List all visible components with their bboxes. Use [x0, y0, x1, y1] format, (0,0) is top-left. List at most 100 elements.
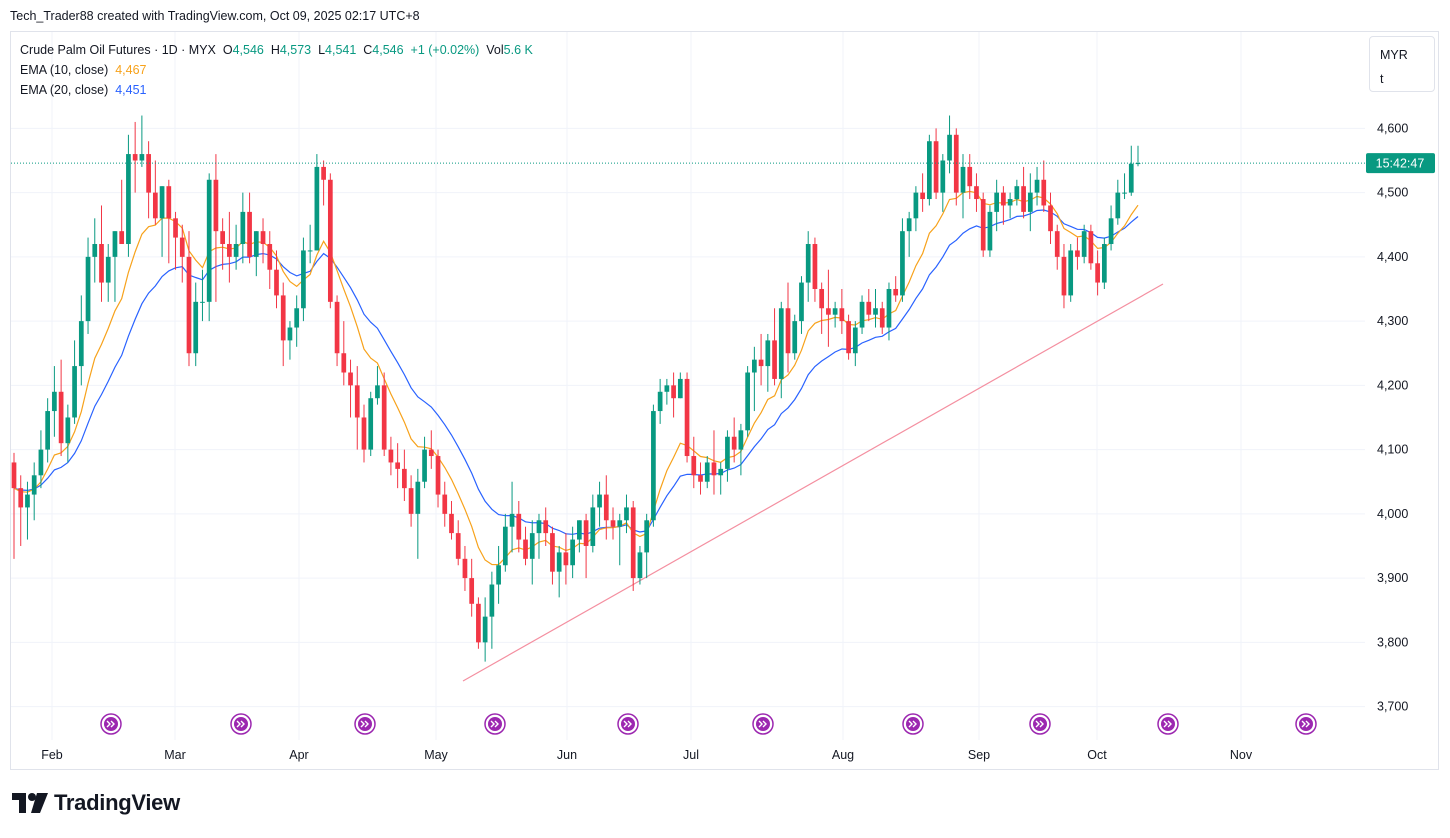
candle-body	[348, 372, 353, 386]
y-tick-label: 4,500	[1377, 186, 1408, 200]
dividend-event-icon[interactable]	[752, 713, 774, 735]
x-tick-label: Oct	[1087, 748, 1107, 762]
candle-body	[543, 520, 549, 534]
candle-body	[449, 513, 454, 534]
candle-body	[206, 179, 212, 302]
y-tick-label: 4,000	[1377, 507, 1408, 521]
ema20-row[interactable]: EMA (20, close) 4,451	[20, 80, 533, 100]
candle-body	[752, 359, 757, 373]
candle-body	[11, 462, 17, 489]
candle-body	[455, 533, 461, 559]
candle-body	[482, 616, 488, 643]
candle-body	[179, 237, 185, 257]
unit-label: t	[1380, 72, 1384, 86]
candle-body	[1095, 263, 1100, 283]
candle-body	[166, 186, 172, 219]
candle-body	[1115, 192, 1121, 219]
candle-body	[577, 520, 582, 540]
dividend-event-icon[interactable]	[100, 713, 122, 735]
dividend-event-icon[interactable]	[1029, 713, 1051, 735]
candle-body	[926, 141, 932, 200]
candle-body	[523, 539, 528, 559]
candle-body	[563, 552, 569, 566]
y-tick-label: 4,200	[1377, 378, 1408, 392]
candle-body	[186, 256, 192, 354]
open-value: 4,546	[232, 43, 264, 57]
candle-body	[1034, 179, 1040, 193]
candle-body	[1021, 186, 1026, 212]
candle-body	[1122, 192, 1127, 194]
candle-body	[354, 385, 360, 418]
events	[100, 713, 1317, 735]
candle-body	[610, 520, 616, 527]
candle-body	[1054, 231, 1060, 257]
dividend-event-icon[interactable]	[902, 713, 924, 735]
candle-body	[146, 154, 151, 193]
candle-body	[502, 526, 508, 566]
candle-body	[974, 186, 979, 200]
dividend-event-icon[interactable]	[617, 713, 639, 735]
candle-body	[92, 244, 98, 257]
candle-body	[704, 462, 710, 482]
candle-body	[18, 488, 24, 508]
tradingview-logo: TradingView	[12, 790, 180, 816]
candle-body	[1061, 256, 1067, 296]
ema20-value: 4,451	[115, 83, 147, 97]
candle-body	[1014, 186, 1020, 200]
candle-body	[691, 456, 697, 476]
y-tick-label: 3,900	[1377, 571, 1408, 585]
candle-body	[442, 494, 448, 514]
candle-body	[738, 430, 744, 450]
candle-body	[980, 199, 986, 251]
currency-unit-button[interactable]: MYR t	[1369, 36, 1435, 92]
candle-body	[1075, 250, 1080, 257]
candle-body	[509, 513, 515, 527]
x-tick-label: Jul	[683, 748, 699, 762]
symbol-title[interactable]: Crude Palm Oil Futures · 1D · MYX	[20, 43, 216, 57]
candle-body	[664, 385, 670, 392]
countdown-text: 15:42:47	[1376, 157, 1425, 171]
candle-body	[597, 494, 602, 508]
candle-body	[987, 211, 993, 251]
candle-body	[428, 449, 434, 457]
ema20-line	[13, 209, 1139, 535]
y-tick-label: 3,800	[1377, 635, 1408, 649]
candle-body	[644, 520, 650, 553]
candle-body	[886, 288, 892, 328]
candle-body	[321, 166, 326, 180]
change-value: +1 (+0.02%)	[410, 43, 480, 57]
dividend-event-icon[interactable]	[230, 713, 252, 735]
candle-body	[920, 192, 925, 200]
candle-body	[940, 160, 946, 193]
dividend-event-icon[interactable]	[354, 713, 376, 735]
ohlc-row: Crude Palm Oil Futures · 1D · MYX O4,546…	[20, 40, 533, 60]
candle-body	[381, 385, 387, 450]
candle-body	[139, 154, 145, 161]
time-axis: Feb Mar Apr May Jun Jul Aug Sep Oct Nov	[41, 748, 1253, 762]
candle-body	[274, 269, 279, 296]
candle-body	[812, 244, 818, 289]
dividend-event-icon[interactable]	[1295, 713, 1317, 735]
dividend-event-icon[interactable]	[1157, 713, 1179, 735]
candle-body	[476, 603, 481, 643]
ema20-label: EMA (20, close)	[20, 83, 109, 97]
candle-body	[859, 301, 865, 328]
candle-body	[119, 231, 125, 245]
ema10-path	[13, 190, 1139, 566]
candle-body	[1001, 192, 1006, 206]
candle-body	[287, 327, 293, 341]
candle-body	[388, 449, 394, 463]
candle-body	[617, 520, 623, 527]
trend-line	[462, 283, 1164, 682]
candle-body	[435, 456, 441, 495]
open-label: O	[222, 43, 233, 57]
candle-body	[65, 417, 71, 444]
candle-body	[529, 533, 535, 559]
candle-body	[72, 366, 77, 418]
ema10-row[interactable]: EMA (10, close) 4,467	[20, 60, 533, 80]
dividend-event-icon[interactable]	[484, 713, 506, 735]
candle-body	[159, 186, 165, 219]
candle-body	[1007, 199, 1013, 206]
candle-body	[233, 244, 239, 257]
